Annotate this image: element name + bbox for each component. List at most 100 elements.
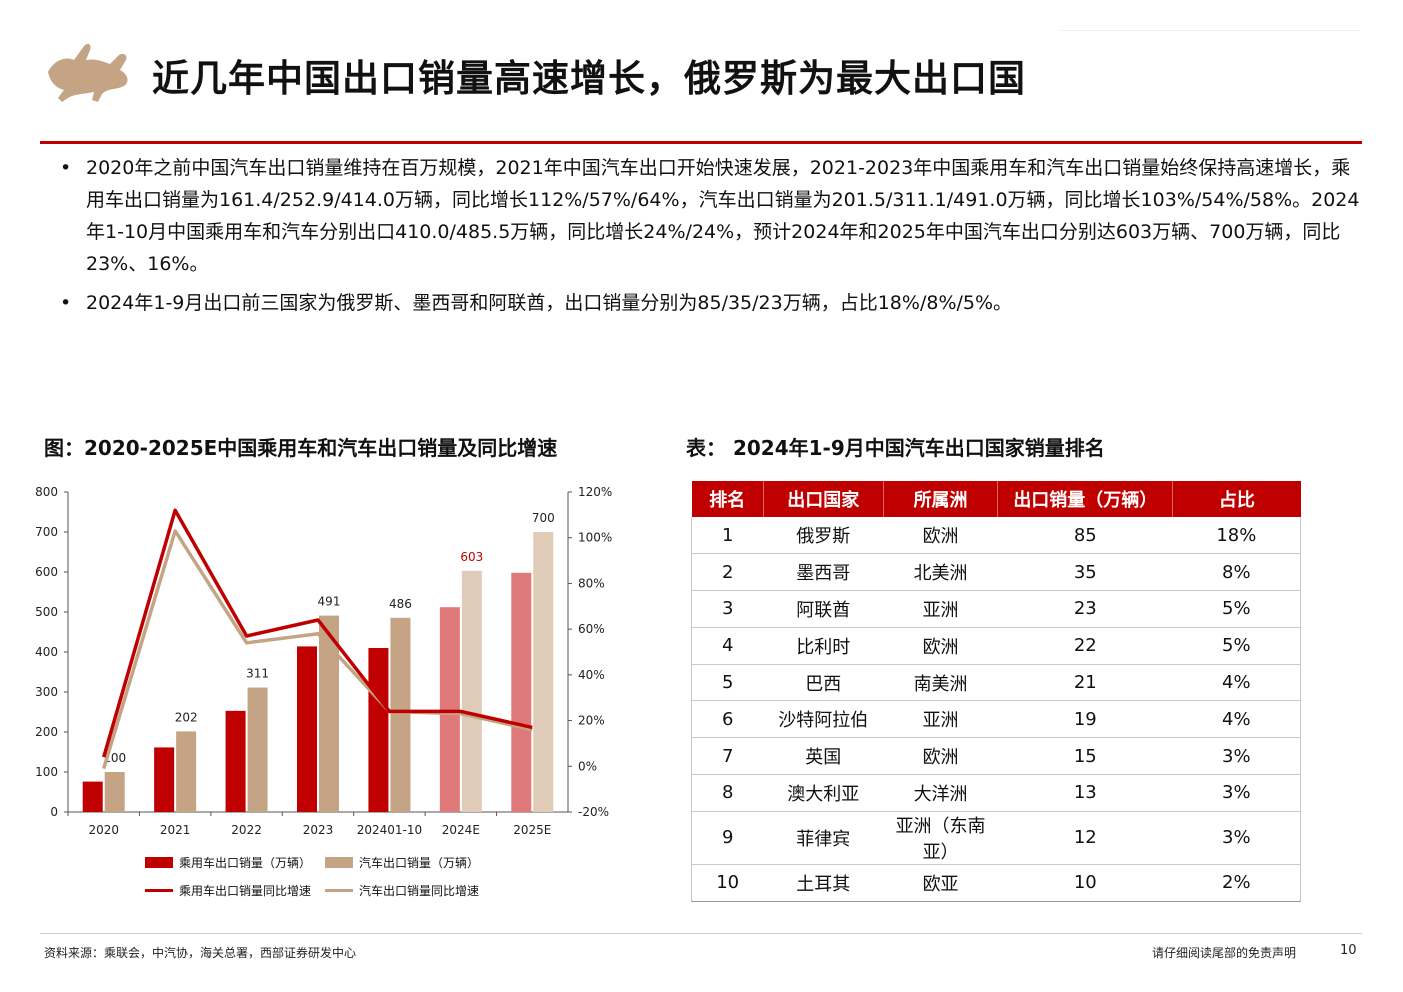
y-tick-label: 800 xyxy=(35,485,58,499)
y-tick-label: 600 xyxy=(35,565,58,579)
x-tick-label: 2021 xyxy=(160,823,191,837)
legend-swatch xyxy=(145,857,173,868)
table-cell: 墨西哥 xyxy=(763,553,884,592)
passenger-export-bar xyxy=(297,646,317,812)
legend-swatch xyxy=(145,889,173,892)
table-cell: 欧洲 xyxy=(883,517,998,555)
table-row: 5 巴西 南美洲 21 4% xyxy=(691,664,1301,702)
figure-title: 图：2020-2025E中国乘用车和汽车出口销量及同比增速 xyxy=(44,436,558,460)
page-number: 10 xyxy=(1340,943,1357,958)
passenger-export-bar xyxy=(439,607,460,812)
y2-tick-label: 40% xyxy=(578,668,605,682)
y2-tick-label: 120% xyxy=(578,485,612,499)
table-cell: 12 xyxy=(997,811,1173,865)
y-tick-label: 400 xyxy=(35,645,58,659)
table-cell: 大洋洲 xyxy=(883,774,998,812)
table-cell: 2 xyxy=(691,553,764,592)
chart-legend: 乘用车出口销量（万辆） 汽车出口销量（万辆） 乘用车出口销量同比增速 汽车出口销… xyxy=(145,852,545,902)
table-cell: 6 xyxy=(691,700,764,739)
table-row: 9 菲律宾 亚洲（东南亚） 12 3% xyxy=(691,811,1301,865)
table-cell: 土耳其 xyxy=(763,864,884,902)
data-label: 700 xyxy=(532,511,555,525)
total-export-bar xyxy=(176,731,197,812)
page-title: 近几年中国出口销量高速增长，俄罗斯为最大出口国 xyxy=(152,57,1026,100)
table-cell: 13 xyxy=(997,774,1173,812)
y-tick-label: 0 xyxy=(50,805,58,819)
passenger-export-bar xyxy=(368,648,389,812)
bullet-item: 2020年之前中国汽车出口销量维持在百万规模，2021年中国汽车出口开始快速发展… xyxy=(60,152,1365,280)
table-cell: 5 xyxy=(691,664,764,702)
title-divider xyxy=(40,141,1362,144)
legend-item: 乘用车出口销量同比增速 xyxy=(145,882,311,899)
column-header: 占比 xyxy=(1172,481,1301,517)
table-cell: 10 xyxy=(997,864,1173,902)
column-header: 排名 xyxy=(691,481,764,517)
table-cell: 阿联酋 xyxy=(763,590,884,628)
table-cell: 7 xyxy=(691,737,764,776)
table-cell: 4% xyxy=(1172,700,1301,739)
y-tick-label: 300 xyxy=(35,685,58,699)
table-cell: 澳大利亚 xyxy=(763,774,884,812)
data-label: 202 xyxy=(175,710,198,724)
data-label: 486 xyxy=(389,597,412,611)
y2-tick-label: 100% xyxy=(578,531,612,545)
y2-tick-label: 20% xyxy=(578,714,605,728)
legend-label: 乘用车出口销量（万辆） xyxy=(179,856,312,870)
table-cell: 亚洲 xyxy=(883,700,998,739)
total-export-bar xyxy=(390,617,411,812)
legend-label: 乘用车出口销量同比增速 xyxy=(179,884,312,898)
table-row: 3 阿联酋 亚洲 23 5% xyxy=(691,590,1301,628)
legend-swatch xyxy=(325,889,353,892)
table-row: 6 沙特阿拉伯 亚洲 19 4% xyxy=(691,700,1301,739)
table-cell: 沙特阿拉伯 xyxy=(763,700,884,739)
total-export-bar xyxy=(104,772,125,812)
total-export-bar xyxy=(533,532,554,812)
table-header-row: 排名 出口国家 所属洲 出口销量（万辆） 占比 xyxy=(691,481,1301,517)
column-header: 所属洲 xyxy=(882,481,998,517)
x-tick-label: 2022 xyxy=(231,823,262,837)
y-tick-label: 200 xyxy=(35,725,58,739)
disclaimer-note: 请仔细阅读尾部的免责声明 xyxy=(1152,946,1297,960)
table-cell: 35 xyxy=(997,553,1173,592)
bull-logo-icon xyxy=(48,43,128,102)
table-cell: 3% xyxy=(1172,737,1301,776)
y2-tick-label: 80% xyxy=(578,576,605,590)
x-tick-label: 2020 xyxy=(88,823,119,837)
table-row: 7 英国 欧洲 15 3% xyxy=(691,737,1301,776)
legend-item: 汽车出口销量（万辆） xyxy=(325,854,479,871)
column-header: 出口销量（万辆） xyxy=(997,481,1173,517)
table-cell: 85 xyxy=(997,517,1173,555)
table-cell: 北美洲 xyxy=(883,553,998,592)
y2-tick-label: -20% xyxy=(578,805,609,819)
summary-bullets: 2020年之前中国汽车出口销量维持在百万规模，2021年中国汽车出口开始快速发展… xyxy=(60,152,1365,326)
table-cell: 欧洲 xyxy=(883,737,998,776)
total-export-bar xyxy=(461,570,482,812)
passenger-export-bar xyxy=(225,710,246,812)
table-title: 表： 2024年1-9月中国汽车出口国家销量排名 xyxy=(686,436,1105,460)
table-row: 4 比利时 欧洲 22 5% xyxy=(691,627,1301,665)
table-cell: 3% xyxy=(1172,774,1301,812)
x-tick-label: 2023 xyxy=(303,823,334,837)
table-cell: 亚洲（东南亚） xyxy=(883,811,998,865)
data-label: 491 xyxy=(318,595,341,609)
legend-label: 汽车出口销量同比增速 xyxy=(359,884,480,898)
table-cell: 2% xyxy=(1172,864,1301,902)
bullet-item: 2024年1-9月出口前三国家为俄罗斯、墨西哥和阿联酋，出口销量分别为85/35… xyxy=(60,287,1365,319)
table-cell: 19 xyxy=(997,700,1173,739)
total-export-bar xyxy=(319,615,339,812)
y2-tick-label: 0% xyxy=(578,759,597,773)
table-cell: 18% xyxy=(1172,517,1301,555)
x-tick-label: 2024E xyxy=(442,823,480,837)
table-cell: 菲律宾 xyxy=(763,811,884,865)
table-row: 8 澳大利亚 大洋洲 13 3% xyxy=(691,774,1301,812)
table-cell: 8 xyxy=(691,774,764,812)
table-cell: 3 xyxy=(691,590,764,628)
table-cell: 欧洲 xyxy=(883,627,998,665)
column-header: 出口国家 xyxy=(762,481,884,517)
y-tick-label: 500 xyxy=(35,605,58,619)
export-volume-chart: 0 100 200 300 400 500 600 700 800 -20% 0% 20% 40% 60%… xyxy=(35,485,612,837)
table-cell: 5% xyxy=(1172,590,1301,628)
country-ranking-table: 排名 出口国家 所属洲 出口销量（万辆） 占比 1 俄罗斯 欧洲 85 18% 2 墨西哥北… xyxy=(691,481,1301,902)
table-cell: 5% xyxy=(1172,627,1301,665)
table-cell: 8% xyxy=(1172,553,1301,592)
